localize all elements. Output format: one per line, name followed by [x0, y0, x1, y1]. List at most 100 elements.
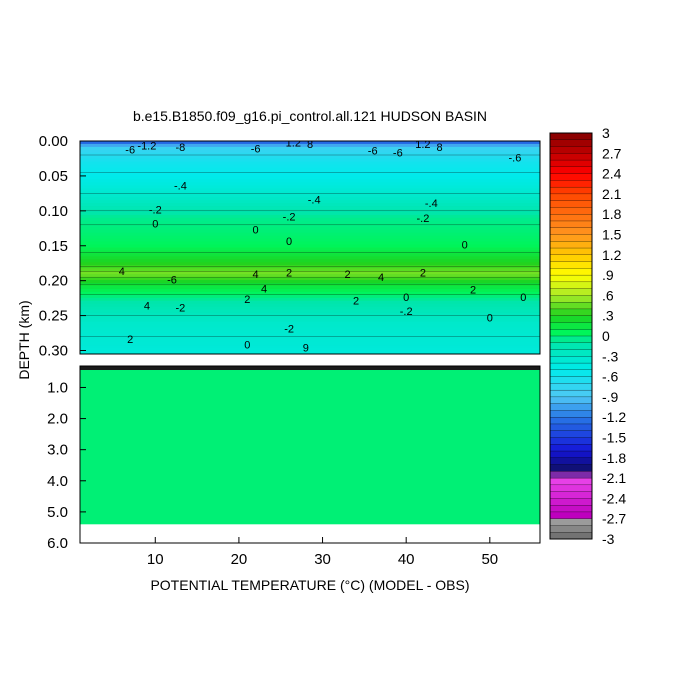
depth-band [80, 306, 540, 311]
contour-label: 0 [487, 312, 493, 324]
x-axis-label: POTENTIAL TEMPERATURE (°C) (MODEL - OBS) [150, 577, 469, 593]
colorbar-box [549, 335, 593, 344]
colorbar-box [549, 281, 593, 290]
depth-band [80, 348, 540, 352]
contour-label: 2 [353, 296, 359, 308]
depth-band [80, 277, 540, 281]
colorbar-box [549, 254, 593, 263]
contour-label: -6 [368, 145, 378, 157]
depth-band [80, 259, 540, 263]
x-tick-label: 30 [314, 551, 331, 568]
depth-band [80, 291, 540, 296]
colorbar-frame [549, 132, 593, 540]
y-tick-label: 1.0 [47, 379, 68, 396]
colorbar-box [549, 247, 593, 256]
contour-label: 9 [303, 342, 309, 354]
depth-band [80, 294, 540, 299]
colorbar-box [549, 450, 593, 459]
depth-band [80, 149, 540, 154]
colorbar-label: .3 [602, 308, 614, 324]
upper-panel: 1.2 8 1.2 8 -1.2 -8 -6 -6 -6 -6 -.6 -.4 -.4 -.4 -.2 -.2… [39, 133, 541, 360]
colorbar-box [549, 362, 593, 371]
depth-band [80, 212, 540, 216]
y-tick-label: 5.0 [47, 504, 68, 521]
contour-label: -.6 [508, 152, 521, 164]
depth-band [80, 330, 540, 334]
colorbar-box [549, 383, 593, 391]
depth-band [80, 324, 540, 328]
depth-band [80, 336, 540, 340]
contour-label: 8 [437, 142, 443, 154]
depth-band [80, 327, 540, 331]
colorbar-label: -.9 [602, 389, 619, 405]
colorbar-box [549, 274, 593, 283]
depth-band [80, 318, 540, 323]
colorbar-label: .9 [602, 267, 614, 283]
colorbar-box [549, 369, 593, 378]
colorbar-box [549, 214, 593, 222]
depth-band [80, 256, 540, 260]
colorbar-label: -2.7 [602, 511, 626, 527]
colorbar-box [549, 356, 593, 364]
depth-band [80, 265, 540, 269]
y-tick-label: 6.0 [47, 535, 68, 552]
colorbar-box [549, 180, 593, 188]
depth-band [80, 167, 540, 172]
colorbar-box [549, 220, 593, 229]
colorbar-box [549, 342, 593, 350]
contour-label: 0 [520, 292, 526, 304]
colorbar-box [549, 518, 593, 526]
contour-label: 2 [127, 334, 133, 346]
depth-band [80, 271, 540, 275]
contour-label: 8 [307, 139, 313, 151]
depth-band [80, 152, 540, 157]
colorbar-box [549, 308, 593, 317]
depth-band [80, 217, 540, 222]
contour-label: 0 [462, 240, 468, 252]
colorbar-box [549, 457, 593, 466]
depth-band [80, 203, 540, 207]
depth-band [80, 164, 540, 169]
colorbar-label: 1.5 [602, 227, 622, 243]
contour-label: -.2 [400, 306, 413, 318]
y-tick-label: 0.05 [39, 168, 68, 185]
depth-band [80, 155, 540, 160]
colorbar-box [549, 329, 593, 337]
y-tick-label: 0.20 [39, 273, 68, 290]
depth-band [80, 315, 540, 320]
depth-band [80, 197, 540, 201]
depth-band [80, 339, 540, 343]
x-tick-label: 50 [481, 551, 498, 568]
y-tick-label: 0.15 [39, 238, 68, 255]
contour-label: 4 [144, 300, 150, 312]
contour-label: -6 [251, 143, 261, 155]
colorbar-box [549, 315, 593, 323]
upper-panel-y-ticks: 0.00 0.05 0.10 0.15 0.20 0.25 0.30 [39, 133, 86, 360]
lower-panel-fill [80, 366, 540, 525]
depth-band [80, 214, 540, 219]
surface-strip [80, 366, 540, 370]
depth-band [80, 173, 540, 178]
colorbar-label: 2.4 [602, 166, 622, 182]
upper-panel-fill [80, 141, 540, 354]
y-tick-label: 2.0 [47, 411, 68, 428]
lower-panel-y-ticks: 1.0 2.0 3.0 4.0 5.0 6.0 [47, 379, 86, 552]
contour-label: 4 [119, 266, 125, 278]
contour-label: 0 [286, 236, 292, 248]
contour-label: -.4 [425, 198, 438, 210]
y-tick-label: 0.10 [39, 203, 68, 220]
colorbar-label: .6 [602, 287, 614, 303]
colorbar-label: 3 [602, 125, 610, 141]
colorbar-label: 1.8 [602, 206, 622, 222]
x-tick-label: 40 [398, 551, 415, 568]
colorbar-label: -1.5 [602, 430, 626, 446]
depth-band [80, 182, 540, 186]
contour-label: -6 [125, 145, 135, 157]
colorbar-boxes [549, 132, 593, 540]
colorbar-box [549, 261, 593, 269]
contour-label: 2 [345, 269, 351, 281]
contour-label: 1.2 [415, 139, 430, 151]
colorbar-box [549, 241, 593, 249]
depth-band [80, 191, 540, 195]
